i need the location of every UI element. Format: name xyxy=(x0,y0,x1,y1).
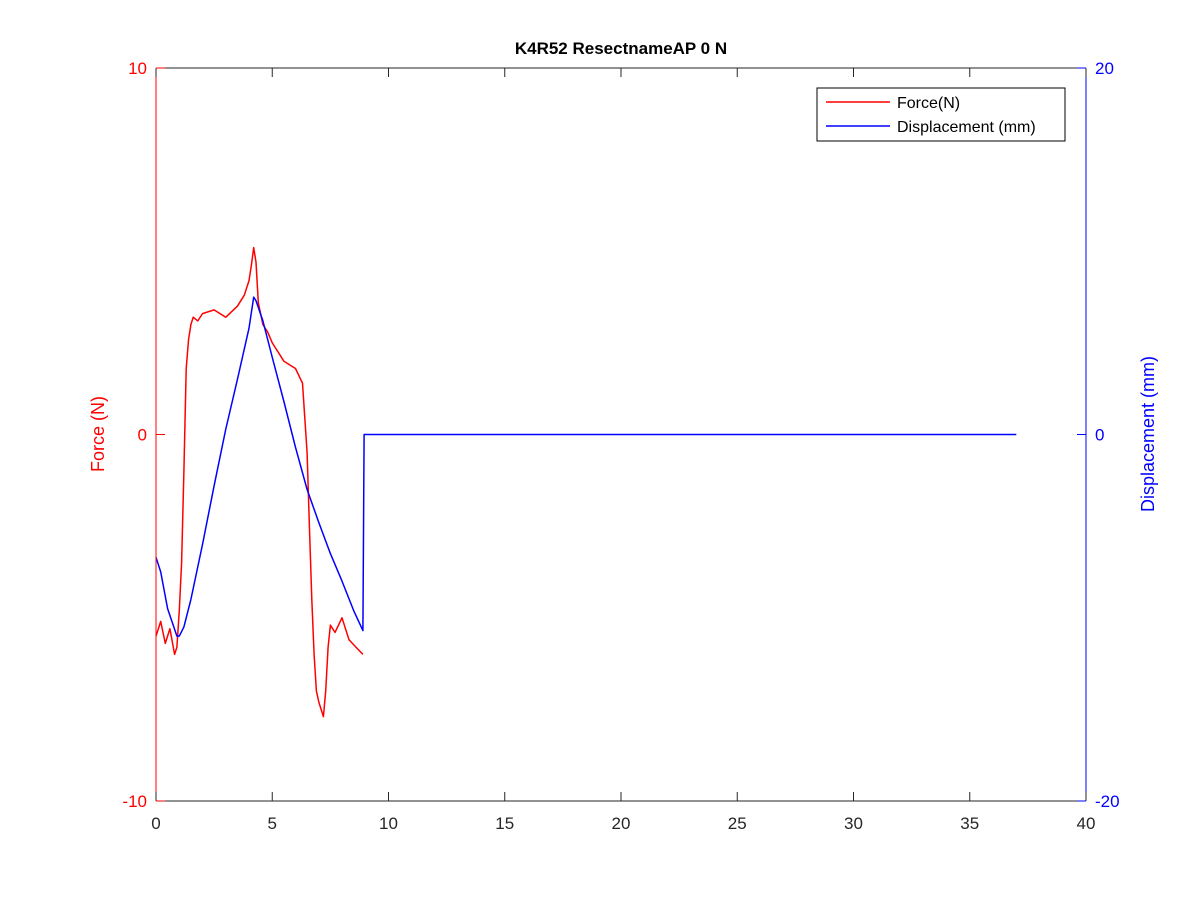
legend-box xyxy=(816,87,1066,142)
x-tick-label: 35 xyxy=(960,814,979,833)
x-tick-label: 40 xyxy=(1077,814,1096,833)
x-tick-label: 25 xyxy=(728,814,747,833)
chart-title: K4R52 ResectnameAP 0 N xyxy=(515,39,727,58)
series-layer xyxy=(155,246,1017,718)
left-y-tick-label: 0 xyxy=(138,426,147,445)
x-tick-label: 10 xyxy=(379,814,398,833)
series-line-force xyxy=(155,246,364,718)
legend-label-displacement: Displacement (mm) xyxy=(897,119,1036,136)
x-tick-label: 0 xyxy=(151,814,160,833)
legend: Force(N) Displacement (mm) xyxy=(816,87,1066,142)
right-y-tick-label: 0 xyxy=(1095,426,1104,445)
left-y-tick-label: 10 xyxy=(128,59,147,78)
x-tick-label: 20 xyxy=(612,814,631,833)
x-tick-label: 5 xyxy=(268,814,277,833)
right-y-tick-label: 20 xyxy=(1095,59,1114,78)
legend-label-force: Force(N) xyxy=(897,95,960,112)
right-axis-label: Displacement (mm) xyxy=(1138,356,1158,512)
right-y-tick-label: -20 xyxy=(1095,792,1120,811)
left-axis-label: Force (N) xyxy=(88,396,108,472)
series-line-displacement xyxy=(155,296,1017,637)
left-y-tick-label: -10 xyxy=(122,792,147,811)
x-tick-label: 30 xyxy=(844,814,863,833)
x-tick-label: 15 xyxy=(495,814,514,833)
